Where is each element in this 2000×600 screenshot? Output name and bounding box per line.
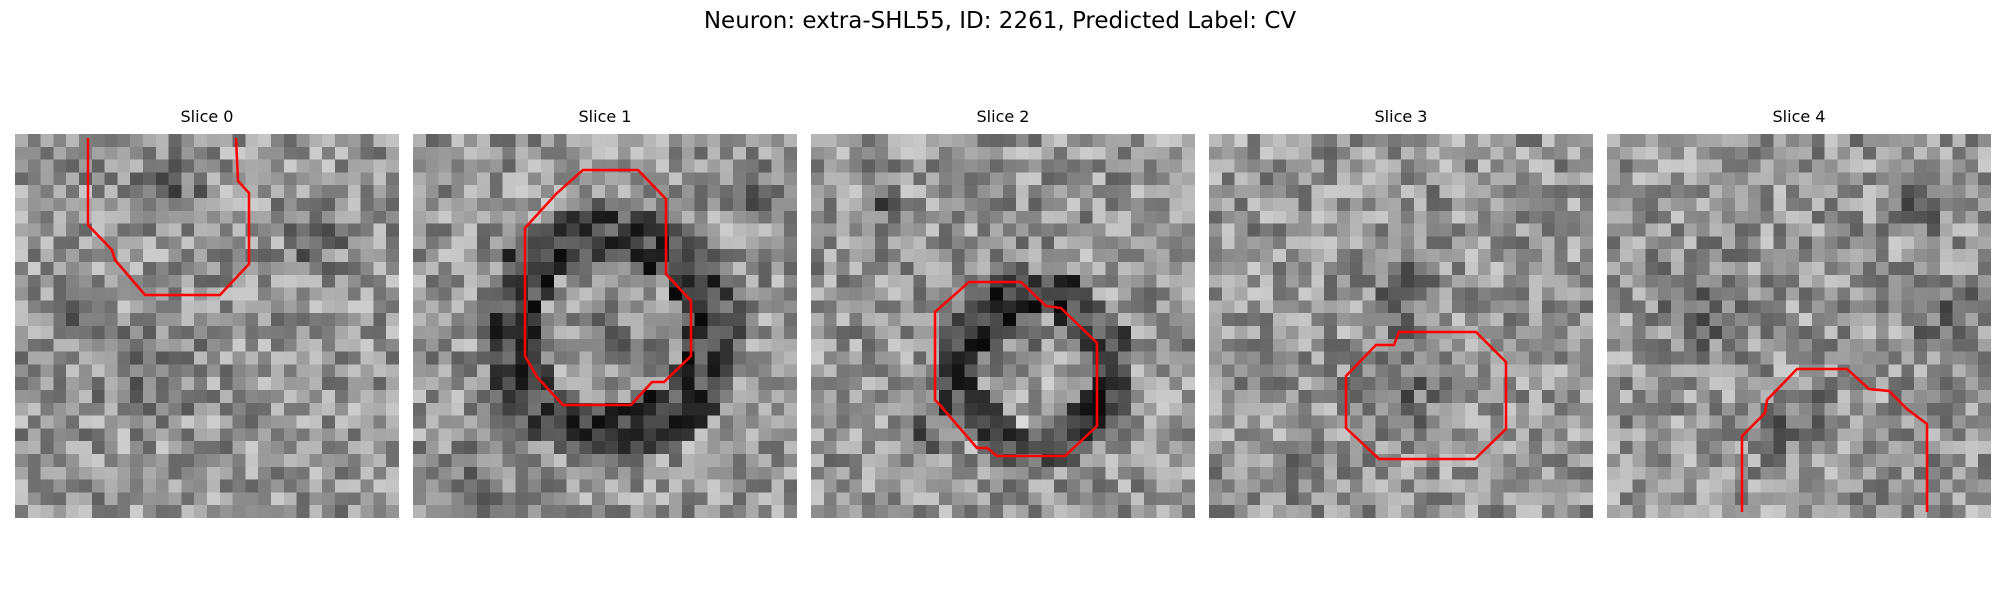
slice-title: Slice 1 (578, 107, 632, 126)
slice-title: Slice 0 (180, 107, 234, 126)
grayscale-image (413, 134, 797, 518)
slice-panel-1: Slice 1 (413, 107, 797, 518)
segmentation-contour (1344, 330, 1508, 461)
grayscale-image (1209, 134, 1593, 518)
slice-panel-0: Slice 0 (15, 107, 399, 518)
slice-panel-2: Slice 2 (811, 107, 1195, 518)
segmentation-contour (86, 137, 251, 297)
slice-panel-4: Slice 4 (1607, 107, 1991, 518)
slice-panel-3: Slice 3 (1209, 107, 1593, 518)
segmentation-contour (1740, 367, 1929, 512)
contour-overlay (523, 168, 693, 407)
slice-title: Slice 2 (976, 107, 1030, 126)
grayscale-image (15, 134, 399, 518)
slice-title: Slice 4 (1772, 107, 1826, 126)
grayscale-image (811, 134, 1195, 518)
contour-overlay (933, 280, 1099, 458)
contour-overlay (1344, 330, 1508, 461)
slice-title: Slice 3 (1374, 107, 1428, 126)
figure-title: Neuron: extra-SHL55, ID: 2261, Predicted… (703, 8, 1297, 34)
segmentation-contour (933, 280, 1099, 458)
contour-overlay (1740, 367, 1929, 512)
segmentation-contour (523, 168, 693, 407)
contour-overlay (86, 137, 251, 297)
